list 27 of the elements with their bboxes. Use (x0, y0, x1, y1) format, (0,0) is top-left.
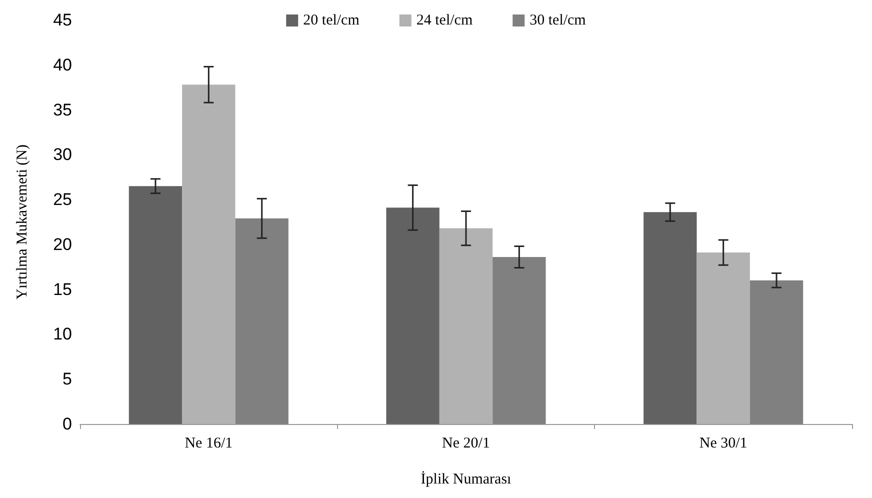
bar (182, 84, 236, 424)
y-axis-title: Yırtılma Mukavemeti (N) (14, 144, 30, 300)
y-tick-label: 25 (53, 190, 72, 210)
x-tick-label: Ne 30/1 (699, 436, 748, 452)
y-tick-label: 45 (53, 10, 72, 30)
bar (386, 208, 440, 424)
x-tick-label: Ne 16/1 (184, 436, 233, 452)
bar (235, 218, 288, 424)
y-tick-label: 30 (53, 145, 72, 164)
legend-label: 24 tel/cm (416, 12, 473, 28)
y-tick-label: 5 (62, 370, 72, 389)
bar (644, 212, 697, 424)
bar (750, 280, 804, 424)
y-tick-label: 15 (53, 280, 72, 299)
x-axis-title: İplik Numarası (420, 470, 512, 488)
legend-label: 20 tel/cm (303, 12, 360, 28)
y-tick-label: 35 (53, 100, 72, 120)
x-tick-label: Ne 20/1 (442, 436, 490, 452)
y-tick-label: 40 (53, 55, 72, 74)
legend-label: 30 tel/cm (530, 12, 586, 28)
bar (128, 186, 182, 424)
y-tick-label: 20 (53, 234, 72, 254)
bar (439, 228, 493, 424)
y-tick-label: 0 (62, 414, 72, 434)
bar (696, 252, 750, 424)
bar (492, 257, 546, 424)
y-tick-label: 10 (53, 324, 72, 344)
